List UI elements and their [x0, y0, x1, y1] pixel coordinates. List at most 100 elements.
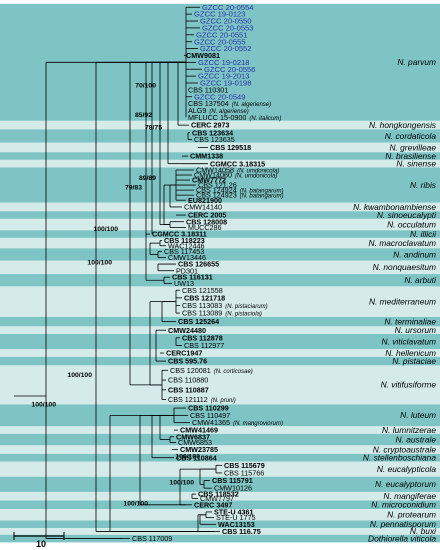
clade-name-n-pistaciae: N. pistaciae [392, 356, 436, 366]
taxon-label: MFLUCC 15-0900 (N. italicum) [188, 113, 281, 122]
taxon-label: CMW9081 [186, 51, 220, 60]
clade-band-n-viticlavatum [0, 333, 440, 350]
taxon-label: CGMCC 3.18311 [152, 230, 207, 239]
clade-name-n-andinum: N. andinum [393, 249, 436, 259]
taxon-label: GZCC 19-2013 [198, 72, 250, 81]
taxon-label: CBS 115766 [224, 469, 264, 478]
clade-band-n-pennatisporum [0, 520, 440, 529]
taxon-label: CERC 2973 [191, 121, 229, 130]
clade-band-n-arbuti [0, 274, 440, 287]
taxon-label: CBS 118223 [164, 236, 205, 245]
clade-band-n-sinense [0, 159, 440, 168]
clade-name-n-luteum: N. luteum [400, 410, 436, 420]
clade-band-n-pistaciae [0, 356, 440, 366]
taxon-label: GZCC 20-0549 [194, 92, 246, 101]
taxon-label: PD301 [176, 266, 198, 275]
support-value: 100/100 [87, 260, 112, 267]
clade-band-n-lumnitzerae [0, 426, 440, 434]
taxon-label: CBS 121112 (N. pruni) [168, 395, 236, 404]
taxon-label: CMW6853 [178, 438, 212, 447]
clade-name-n-hellenicum: N. hellenicum [385, 348, 436, 358]
clade-band-n-eucalypticola [0, 461, 440, 477]
clade-band-n-protearum [0, 509, 440, 521]
taxon-label: CBS 129518 [210, 143, 251, 152]
clade-name-n-cryptoaustrale: N. cryptoaustrale [373, 444, 437, 454]
clade-band-n-mangiferae [0, 491, 440, 501]
taxon-label: CBS 115679 [224, 461, 265, 470]
clade-band-n-sinoeucalypti [0, 211, 440, 219]
clade-band-n-brasiliense [0, 152, 440, 160]
taxon-label: CBS 110299 [188, 404, 229, 413]
taxon-label: GZCC 19-0218 [198, 58, 250, 67]
clade-band-n-cordaticola [0, 129, 440, 143]
clade-name-n-arbuti: N. arbuti [404, 275, 437, 285]
support-values: 70/100 85/92 78/75 89/89 79/83 100/100 100/100… [31, 83, 200, 508]
taxon-note: (N. italicum) [249, 116, 281, 122]
clade-band-n-hongkongensis [0, 120, 440, 130]
taxon-label: CBS 124923 (N. batangarum) [196, 191, 283, 200]
clade-band-n-grevilleae [0, 142, 440, 153]
taxon-label: MUCC286 [188, 223, 222, 232]
support-value: 79/83 [125, 184, 142, 191]
taxon-label: CBS 118532 [198, 490, 239, 499]
clade-name-n-nonquaesitum: N. nonquaesitum [373, 262, 436, 272]
taxon-label: CMW23785 [180, 445, 218, 454]
taxon-label: CMW14140 [184, 203, 222, 212]
taxon-label: CBS 595.76 [168, 357, 207, 366]
taxon-note: (N. algeriense) [209, 109, 248, 115]
clade-name-n-pennatisporum: N. pennatisporum [370, 519, 436, 529]
clade-band-n-stellenboschiana [0, 453, 440, 462]
taxon-label: CGMCC 3.18315 [210, 159, 265, 168]
clade-name-n-stellenboschiana: N. stellenboschiana [363, 452, 436, 462]
clade-band-n-mediterraneum [0, 286, 440, 317]
clade-band-n-microconidium [0, 500, 440, 510]
scale-bar-label: 10 [36, 539, 46, 549]
taxon-label: CBS 110887 [168, 385, 209, 394]
taxon-label: CBS 117453 [164, 247, 204, 256]
clade-name-n-sinoeucalypti: N. sinoeucalypti [377, 210, 437, 220]
support-value: 89/89 [139, 175, 156, 182]
taxon-note: (N. pruni) [211, 398, 236, 404]
taxon-label: CBS 116131 [172, 273, 213, 282]
taxon-note: (N. pistaciarum) [225, 304, 267, 310]
tree-branches [14, 6, 222, 539]
support-value: 100/100 [67, 372, 92, 379]
support-value: 100/100 [123, 500, 148, 507]
taxon-label: WAC13153 [218, 520, 255, 529]
taxon-label: CBS 121.26 [198, 181, 237, 190]
taxon-label: GZCC 19-0198 [200, 79, 252, 88]
taxon-label: GZCC 20-0551 [196, 30, 248, 39]
clade-band-n-terminaliae [0, 316, 440, 327]
taxon-label: CBS 128008 [186, 217, 227, 226]
clade-name-n-microconidium: N. microconidium [371, 500, 436, 510]
taxon-label: GZCC 20-0550 [200, 17, 252, 26]
taxon-label: WAC12446 [168, 241, 205, 250]
taxon-label: CBS 123635 [194, 135, 235, 144]
clade-band-n-occulatum [0, 218, 440, 231]
taxon-label: CMW24480 [168, 326, 206, 335]
taxon-label: CBS 112977 [184, 341, 224, 350]
clade-name-n-buxi: N. buxi [410, 526, 437, 536]
clade-name-n-kwambonambiense: N. kwambonambiense [353, 202, 436, 212]
clade-band-n-vitifusiforme [0, 365, 440, 405]
clade-band-n-ribis [0, 167, 440, 203]
clade-band-n-cryptoaustrale [0, 445, 440, 454]
taxon-label: CBS 110301 [188, 85, 228, 94]
taxon-label: CERC1947 [166, 349, 202, 358]
clade-name-n-illicii: N. illicii [410, 229, 437, 239]
clade-name-n-viticlavatum: N. viticlavatum [382, 336, 436, 346]
clade-band-dothiorella-viticola [0, 534, 440, 543]
taxon-label: CBS 124924 (N. batangarum) [196, 186, 283, 195]
taxon-label: CBS 115791 [212, 476, 253, 485]
scale-bar: 10 [13, 532, 65, 549]
taxon-label: CBS 123634 [192, 128, 233, 137]
clade-bands [0, 3, 440, 543]
taxon-note: (N. pistaciola) [225, 312, 262, 318]
clade-name-n-australe: N. australe [396, 434, 437, 444]
taxon-label: CBS 125264 [178, 317, 219, 326]
taxon-label: ALG9 (N. algeriense) [188, 106, 249, 115]
clade-name-n-ribis: N. ribis [410, 180, 437, 190]
taxon-label: CMW7797 [200, 494, 234, 503]
clade-name-n-macroclavatum: N. macroclavatum [369, 238, 437, 248]
